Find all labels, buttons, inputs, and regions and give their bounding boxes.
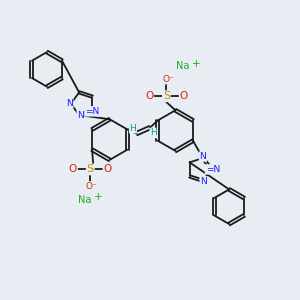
Text: N: N	[200, 177, 207, 186]
Text: Na: Na	[78, 195, 91, 205]
Text: O⁻: O⁻	[86, 182, 98, 191]
Text: N: N	[77, 111, 84, 120]
Text: H: H	[130, 124, 136, 133]
Text: =N: =N	[206, 165, 220, 174]
Text: Na: Na	[176, 61, 190, 71]
Text: +: +	[192, 59, 201, 69]
Text: N: N	[66, 99, 73, 108]
Text: O: O	[145, 91, 153, 101]
Text: O: O	[180, 91, 188, 101]
Text: =N: =N	[85, 107, 100, 116]
Text: N: N	[200, 152, 206, 161]
Text: S: S	[163, 91, 170, 101]
Text: O: O	[103, 164, 112, 174]
Text: S: S	[87, 164, 94, 174]
Text: O⁻: O⁻	[162, 75, 174, 84]
Text: H: H	[150, 128, 157, 137]
Text: +: +	[94, 192, 103, 202]
Text: O: O	[69, 164, 77, 174]
